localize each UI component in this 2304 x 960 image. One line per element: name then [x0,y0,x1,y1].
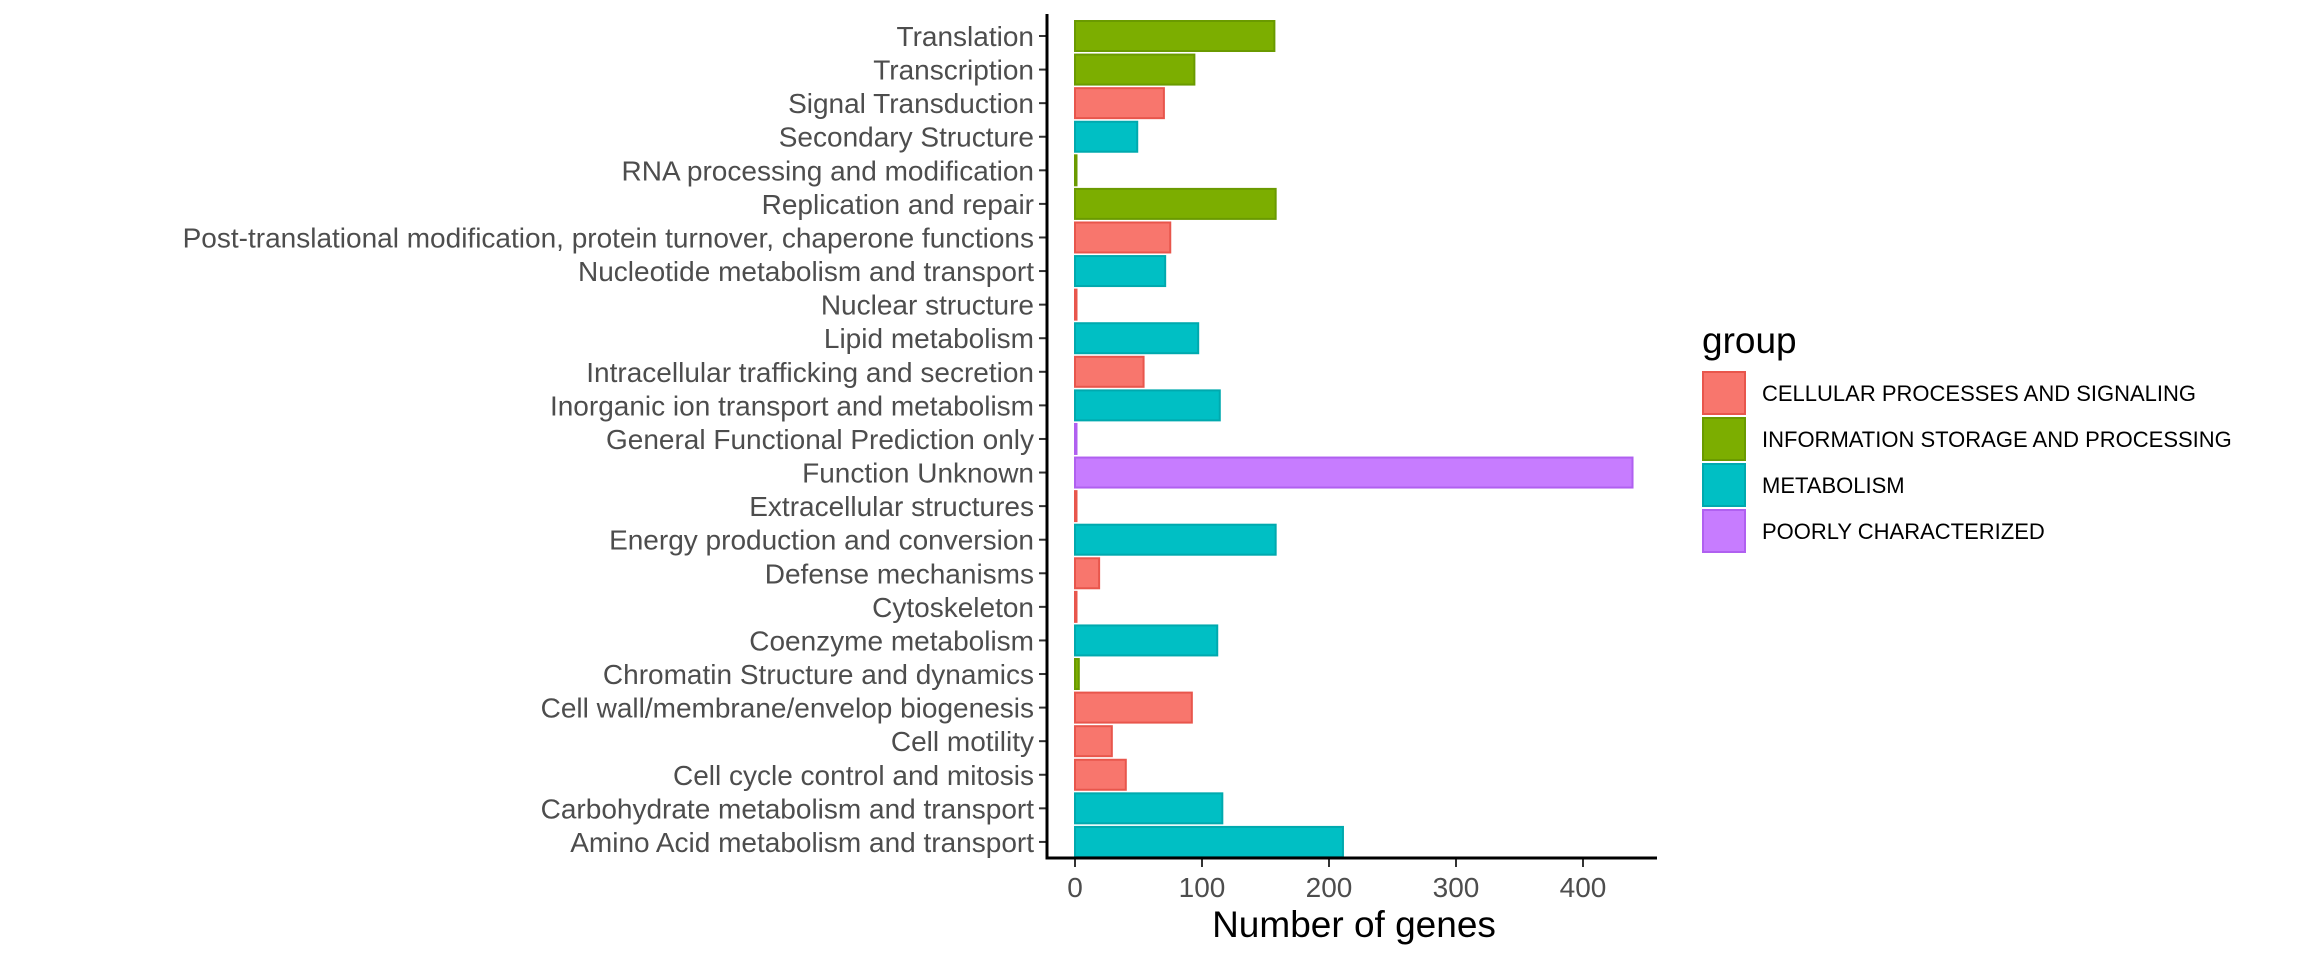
bar [1074,456,1634,489]
x-tick-label: 400 [1560,872,1607,903]
legend-label: METABOLISM [1762,473,1905,498]
legend: group CELLULAR PROCESSES AND SIGNALING IN… [1702,320,2232,553]
category-label: Chromatin Structure and dynamics [603,659,1034,690]
category-label: Post-translational modification, protein… [183,222,1034,253]
category-label: Nucleotide metabolism and transport [578,256,1034,287]
legend-label: INFORMATION STORAGE AND PROCESSING [1762,427,2232,452]
category-label: Coenzyme metabolism [749,625,1034,656]
category-label: Defense mechanisms [765,558,1034,589]
category-label: Translation [897,21,1034,52]
bar [1074,422,1078,455]
category-label: Intracellular trafficking and secretion [586,357,1034,388]
bar [1074,624,1219,657]
bar [1074,825,1344,858]
x-tick-label: 300 [1433,872,1480,903]
legend-key [1702,417,1746,461]
category-label: Amino Acid metabolism and transport [570,827,1034,858]
bar [1074,758,1127,791]
category-label: Cytoskeleton [872,592,1034,623]
category-label: General Functional Prediction only [606,424,1034,455]
legend-title: group [1702,320,1797,361]
bar [1074,187,1277,220]
bar [1074,523,1277,556]
category-label: Function Unknown [802,458,1034,489]
bar [1074,725,1113,758]
bar [1074,255,1167,288]
category-label: Replication and repair [762,189,1034,220]
bar [1074,154,1078,187]
bar [1074,691,1193,724]
bar [1074,792,1224,825]
bar [1074,557,1101,590]
bar [1074,355,1145,388]
legend-label: CELLULAR PROCESSES AND SIGNALING [1762,381,2196,406]
category-label: RNA processing and modification [622,155,1034,186]
category-label: Lipid metabolism [824,323,1034,354]
x-tick-label: 200 [1306,872,1353,903]
category-label: Secondary Structure [779,122,1034,153]
legend-label: POORLY CHARACTERIZED [1762,519,2045,544]
legend-key [1702,509,1746,553]
bars-layer [1074,20,1634,858]
x-axis-ticks: 0 100 200 300 400 [1067,858,1606,903]
category-label: Cell wall/membrane/envelop biogenesis [541,693,1034,724]
legend-key [1702,371,1746,415]
x-tick-label: 100 [1179,872,1226,903]
bar [1074,87,1165,120]
bar [1074,389,1221,422]
category-label: Transcription [873,55,1034,86]
bar [1074,20,1276,52]
category-label: Cell motility [891,726,1034,757]
x-axis-title: Number of genes [1212,904,1496,945]
bar [1074,490,1078,523]
category-label: Inorganic ion transport and metabolism [550,390,1034,421]
category-label: Signal Transduction [788,88,1034,119]
bar [1074,322,1200,355]
x-tick-label: 0 [1067,872,1083,903]
bar [1074,658,1080,691]
category-label: Energy production and conversion [609,525,1034,556]
bar [1074,221,1172,254]
category-label: Nuclear structure [821,290,1034,321]
bar [1074,120,1139,153]
bar [1074,590,1078,623]
category-label: Extracellular structures [749,491,1034,522]
category-label: Carbohydrate metabolism and transport [541,793,1035,824]
category-label: Cell cycle control and mitosis [673,760,1034,791]
bar [1074,288,1078,321]
legend-key [1702,463,1746,507]
bar [1074,53,1196,86]
